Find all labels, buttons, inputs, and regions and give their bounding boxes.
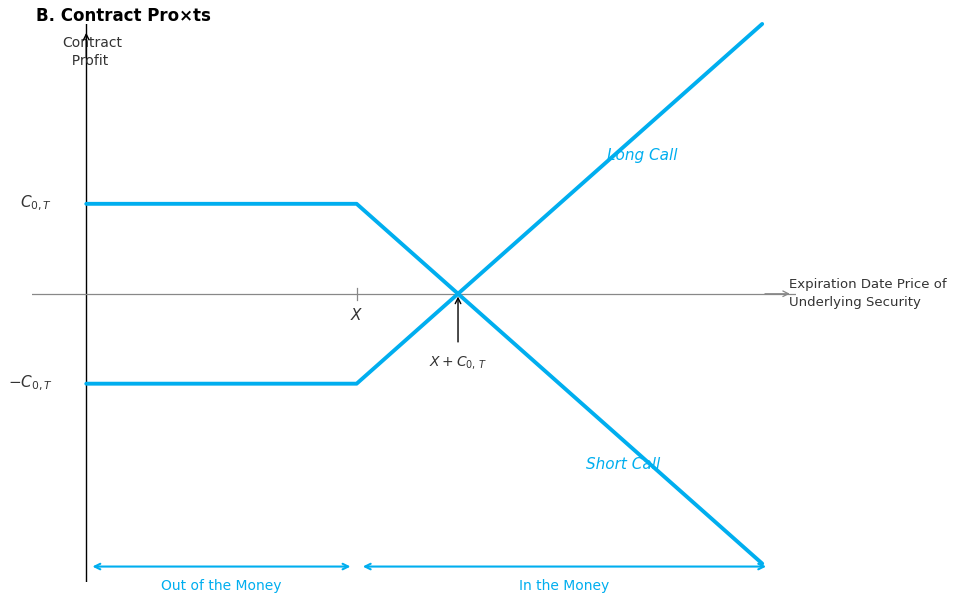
Text: $X$: $X$ [350, 307, 363, 323]
Text: Out of the Money: Out of the Money [161, 578, 281, 593]
Text: Long Call: Long Call [606, 148, 677, 163]
Text: $C_{0,T}$: $C_{0,T}$ [20, 194, 52, 214]
Text: In the Money: In the Money [518, 578, 609, 593]
Text: $X+C_{0,\,T}$: $X+C_{0,\,T}$ [429, 354, 487, 371]
Text: B. Contract Pro⨯ts: B. Contract Pro⨯ts [35, 7, 211, 25]
Text: Contract
  Profit: Contract Profit [63, 36, 123, 68]
Text: $-C_{0,T}$: $-C_{0,T}$ [8, 374, 52, 394]
Text: Short Call: Short Call [586, 457, 660, 472]
Text: Expiration Date Price of
Underlying Security: Expiration Date Price of Underlying Secu… [788, 278, 945, 309]
